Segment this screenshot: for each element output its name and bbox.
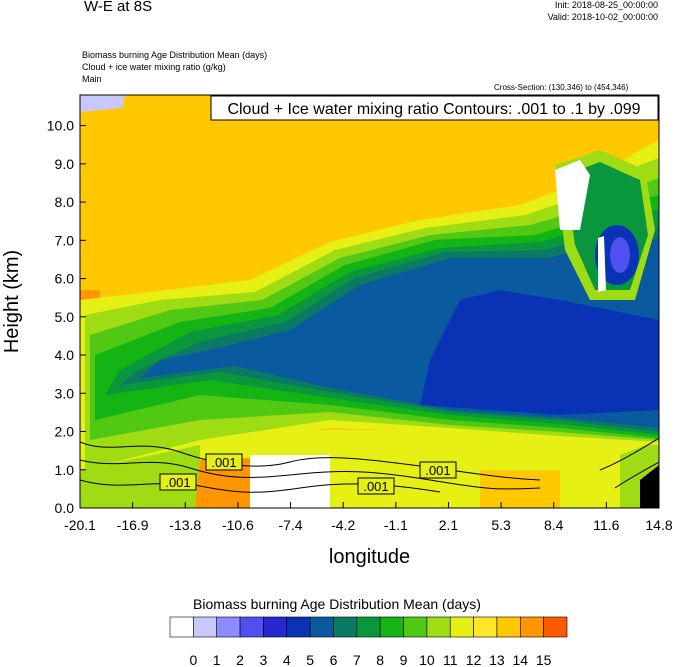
- x-tick-label-5: -4.2: [331, 517, 355, 533]
- contour-label-0: .001: [211, 455, 236, 470]
- x-tick-label-8: 5.3: [491, 517, 511, 533]
- valid-time: Valid: 2018-10-02_00:00:00: [547, 12, 658, 22]
- x-tick-label-7: 2.1: [439, 517, 459, 533]
- colorbar-label-1: 1: [213, 652, 221, 667]
- x-tick-label-0: -20.1: [64, 517, 96, 533]
- colorbar-label-6: 6: [330, 652, 338, 667]
- colorbar-swatch-0: [169, 616, 194, 638]
- contour-info-box: [210, 95, 659, 121]
- x-tick-label-1: -16.9: [117, 517, 149, 533]
- contour-line-4: [614, 461, 659, 489]
- contour-line-3: [599, 437, 659, 471]
- field-label-3: Main: [82, 74, 102, 84]
- y-tick-label-10: 10.0: [47, 118, 74, 134]
- field-cell-white-2: [598, 236, 606, 292]
- field-surface-white: [250, 455, 330, 508]
- contour-label-box-0: [205, 453, 243, 471]
- field-label-1: Biomass burning Age Distribution Mean (d…: [82, 50, 268, 60]
- field-plume-layer-7: [420, 290, 659, 415]
- colorbar-label-2: 2: [236, 652, 244, 667]
- colorbar-label-5: 5: [306, 652, 314, 667]
- colorbar-swatch-16: [543, 616, 568, 638]
- x-tick-label-4: -7.4: [278, 517, 302, 533]
- field-corner-black: [640, 465, 659, 508]
- plot-title: W-E at 8S: [84, 0, 153, 15]
- colorbar-label-10: 10: [419, 652, 435, 667]
- contour-label-box-1: [159, 473, 197, 491]
- y-tick-label-6: 6.0: [55, 271, 75, 287]
- colorbar-swatch-14: [496, 616, 521, 638]
- colorbar-label-12: 12: [466, 652, 482, 667]
- x-tick-label-11: 14.8: [645, 517, 672, 533]
- colorbar-swatch-5: [286, 616, 311, 638]
- x-axis-label: longitude: [329, 546, 410, 568]
- y-tick-label-4: 4.0: [55, 347, 75, 363]
- contour-label-1: .001: [165, 475, 190, 490]
- contour-line-1: [80, 459, 541, 490]
- x-tick-label-3: -10.6: [222, 517, 254, 533]
- colorbar-swatch-12: [449, 616, 474, 638]
- x-tick-label-6: -1.1: [384, 517, 408, 533]
- colorbar-swatch-15: [519, 616, 544, 638]
- y-tick-label-2: 2.0: [55, 424, 75, 440]
- field-cell-white: [555, 160, 590, 230]
- init-time: Init: 2018-08-25_00:00:00: [554, 0, 658, 10]
- y-tick-label-7: 7.0: [55, 232, 75, 248]
- contour-line-0: [80, 441, 541, 481]
- colorbar-label-4: 4: [283, 652, 291, 667]
- y-axis-label: Height (km): [1, 250, 23, 353]
- colorbar-swatch-2: [216, 616, 241, 638]
- y-tick-label-0: 0.0: [55, 500, 75, 516]
- colorbar-label-3: 3: [260, 652, 268, 667]
- colorbar-label-9: 9: [400, 652, 408, 667]
- colorbar-label-8: 8: [376, 652, 384, 667]
- colorbar-label-0: 0: [189, 652, 197, 667]
- x-tick-label-9: 8.4: [544, 517, 564, 533]
- colorbar-swatch-6: [309, 616, 334, 638]
- colorbar-swatch-1: [193, 616, 218, 638]
- colorbar-title: Biomass burning Age Distribution Mean (d…: [193, 596, 481, 612]
- colorbar-label-15: 15: [536, 652, 552, 667]
- plot-frame: [79, 94, 660, 509]
- colorbar-swatch-8: [356, 616, 381, 638]
- colorbar-label-7: 7: [353, 652, 361, 667]
- y-tick-label-3: 3.0: [55, 385, 75, 401]
- y-tick-label-8: 8.0: [55, 194, 75, 210]
- colorbar-swatch-13: [473, 616, 498, 638]
- y-tick-label-9: 9.0: [55, 156, 75, 172]
- colorbar-swatch-11: [426, 616, 451, 638]
- x-tick-label-2: -13.8: [169, 517, 201, 533]
- contour-info-label: Cloud + Ice water mixing ratio Contours:…: [227, 101, 640, 118]
- y-tick-label-1: 1.0: [55, 462, 75, 478]
- contour-label-2: .001: [363, 479, 388, 494]
- field-label-2: Cloud + ice water mixing ratio (g/kg): [82, 62, 226, 72]
- field-patch-upper: [80, 95, 125, 112]
- colorbar-label-13: 13: [489, 652, 505, 667]
- colorbar-swatch-4: [263, 616, 288, 638]
- x-tick-label-10: 11.6: [593, 517, 619, 533]
- colorbar-swatch-10: [403, 616, 428, 638]
- contour-label-box-3: [419, 461, 457, 479]
- heatmap-field: [80, 95, 659, 508]
- colorbar-label-14: 14: [513, 652, 529, 667]
- colorbar-label-11: 11: [443, 652, 458, 667]
- colorbar-swatch-9: [379, 616, 404, 638]
- colorbar-swatch-7: [333, 616, 358, 638]
- colorbar-swatch-3: [239, 616, 264, 638]
- y-tick-label-5: 5.0: [55, 309, 75, 325]
- contour-label-3: .001: [425, 463, 450, 478]
- contour-label-box-2: [357, 477, 395, 495]
- cross-section-label: Cross-Section: (130,346) to (454,346): [494, 83, 629, 92]
- field-cell-inner: [610, 237, 630, 273]
